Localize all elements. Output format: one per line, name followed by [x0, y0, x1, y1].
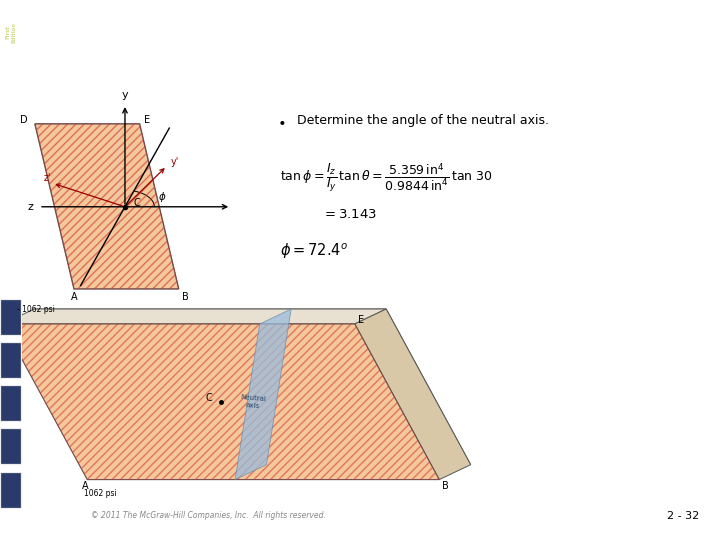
Text: $\phi = 72.4^o$: $\phi = 72.4^o$	[280, 242, 348, 261]
Text: E: E	[358, 315, 364, 325]
Bar	[1, 429, 20, 464]
Text: © 2011 The McGraw-Hill Companies, Inc.  All rights reserved.: © 2011 The McGraw-Hill Companies, Inc. A…	[91, 511, 326, 520]
Polygon shape	[355, 309, 471, 480]
Text: A: A	[71, 292, 77, 302]
Text: Mc: Mc	[41, 502, 53, 508]
Text: y': y'	[171, 157, 179, 167]
Text: $= 3.143$: $= 3.143$	[322, 208, 377, 221]
Text: C: C	[133, 198, 140, 207]
Text: Graw: Graw	[37, 515, 57, 521]
Text: $\bullet$: $\bullet$	[276, 114, 285, 128]
Text: - 1062 psi: - 1062 psi	[17, 305, 55, 314]
Bar	[1, 343, 20, 378]
Bar	[1, 472, 20, 508]
Text: Determine the angle of the neutral axis.: Determine the angle of the neutral axis.	[297, 114, 549, 127]
Polygon shape	[34, 309, 471, 464]
Text: Neutral
axis: Neutral axis	[240, 394, 266, 409]
Text: D: D	[19, 114, 27, 125]
Text: C: C	[206, 393, 212, 403]
Text: z: z	[27, 202, 33, 212]
Bar	[1, 300, 20, 335]
Bar	[1, 386, 20, 421]
Text: B: B	[181, 292, 189, 302]
Polygon shape	[3, 324, 439, 480]
Text: $\phi$: $\phi$	[158, 190, 166, 204]
Text: A: A	[81, 482, 89, 491]
Text: Statics and Mechanics of Materials: Statics and Mechanics of Materials	[32, 17, 497, 40]
Text: First
Edition: First Edition	[5, 22, 16, 43]
Text: Hill: Hill	[40, 527, 53, 534]
Text: $\tan\phi = \dfrac{I_z}{I_y}\,\tan\theta = \dfrac{5.359\,\mathrm{in}^4}{0.9844\,: $\tan\phi = \dfrac{I_z}{I_y}\,\tan\theta…	[280, 161, 492, 195]
Text: y: y	[122, 90, 128, 100]
Text: z': z'	[44, 173, 52, 183]
Text: 2 - 32: 2 - 32	[667, 511, 699, 521]
Text: B: B	[442, 482, 449, 491]
Text: 1062 psi: 1062 psi	[84, 489, 117, 498]
Text: Example 11.5: Example 11.5	[32, 70, 158, 88]
Polygon shape	[3, 309, 386, 324]
Polygon shape	[35, 124, 179, 289]
Text: E: E	[144, 114, 150, 125]
Polygon shape	[235, 309, 291, 480]
